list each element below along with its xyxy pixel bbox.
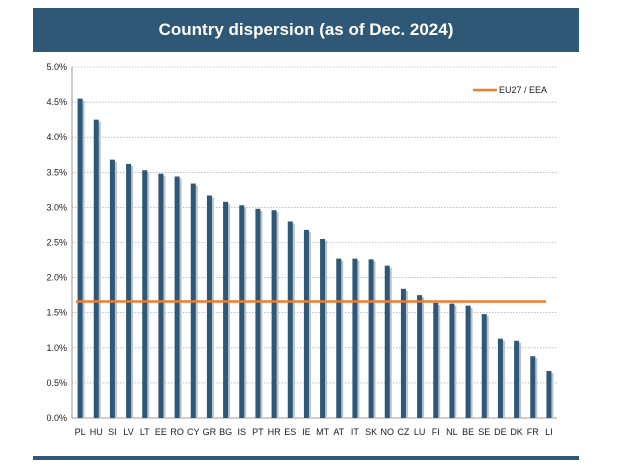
bar (109, 159, 115, 418)
bar (433, 302, 439, 418)
x-tick-label: LU (414, 427, 426, 437)
x-tick-label: LI (545, 427, 553, 437)
bar (417, 295, 423, 418)
x-tick-label: LV (123, 427, 133, 437)
y-tick-label: 2.0% (46, 273, 67, 283)
y-tick-label: 4.0% (46, 132, 67, 142)
y-tick-label: 0.0% (46, 413, 67, 423)
x-tick-label: NL (446, 427, 458, 437)
bar (142, 170, 148, 418)
x-tick-label: SK (365, 427, 377, 437)
y-tick-label: 1.5% (46, 308, 67, 318)
x-tick-label: IE (302, 427, 311, 437)
bar (255, 208, 261, 418)
x-tick-label: IT (351, 427, 360, 437)
y-tick-label: 3.5% (46, 167, 67, 177)
bar (287, 221, 293, 418)
bar (126, 163, 132, 418)
bar (368, 259, 374, 418)
x-tick-label: NO (381, 427, 395, 437)
bar (514, 340, 520, 418)
bar (303, 229, 309, 418)
bar (465, 305, 471, 418)
x-tick-label: FR (527, 427, 539, 437)
y-tick-label: 5.0% (46, 62, 67, 72)
bar (239, 205, 245, 418)
y-tick-label: 3.0% (46, 202, 67, 212)
x-tick-label: CY (187, 427, 200, 437)
bar (352, 258, 358, 418)
x-tick-label: BG (219, 427, 232, 437)
bar (449, 303, 455, 418)
x-tick-label: LT (140, 427, 150, 437)
bar (206, 195, 212, 418)
x-tick-label: SE (478, 427, 490, 437)
bar (223, 201, 229, 418)
x-tick-label: FI (432, 427, 440, 437)
bottom-rule (33, 456, 579, 460)
x-tick-label: SI (108, 427, 117, 437)
x-tick-label: HR (268, 427, 281, 437)
x-tick-label: AT (333, 427, 344, 437)
bar (77, 98, 83, 418)
chart-title: Country dispersion (as of Dec. 2024) (158, 20, 454, 39)
bar (546, 370, 552, 418)
y-tick-label: 2.5% (46, 238, 67, 248)
x-tick-label: BE (462, 427, 474, 437)
title-banner: Country dispersion (as of Dec. 2024) (33, 8, 579, 52)
bar (481, 314, 487, 418)
x-tick-label: ES (284, 427, 296, 437)
x-tick-label: IS (237, 427, 246, 437)
x-tick-label: CZ (397, 427, 409, 437)
x-tick-label: GR (203, 427, 217, 437)
bar (320, 238, 326, 418)
bar (93, 119, 99, 419)
x-tick-label: PL (75, 427, 86, 437)
bar (400, 288, 406, 418)
x-tick-label: DK (510, 427, 523, 437)
y-tick-label: 0.5% (46, 378, 67, 388)
x-tick-label: PT (252, 427, 264, 437)
y-tick-label: 1.0% (46, 343, 67, 353)
x-tick-label: HU (90, 427, 103, 437)
y-tick-label: 4.5% (46, 97, 67, 107)
bar (174, 176, 180, 418)
bar (158, 173, 164, 418)
bar (384, 265, 390, 418)
legend-label: EU27 / EEA (499, 85, 547, 95)
bar (497, 338, 503, 418)
bar (271, 210, 277, 418)
x-tick-label: MT (316, 427, 329, 437)
x-tick-label: RO (170, 427, 184, 437)
bar (530, 356, 536, 418)
x-tick-label: DE (494, 427, 507, 437)
bar (336, 258, 342, 418)
x-tick-label: EE (155, 427, 167, 437)
